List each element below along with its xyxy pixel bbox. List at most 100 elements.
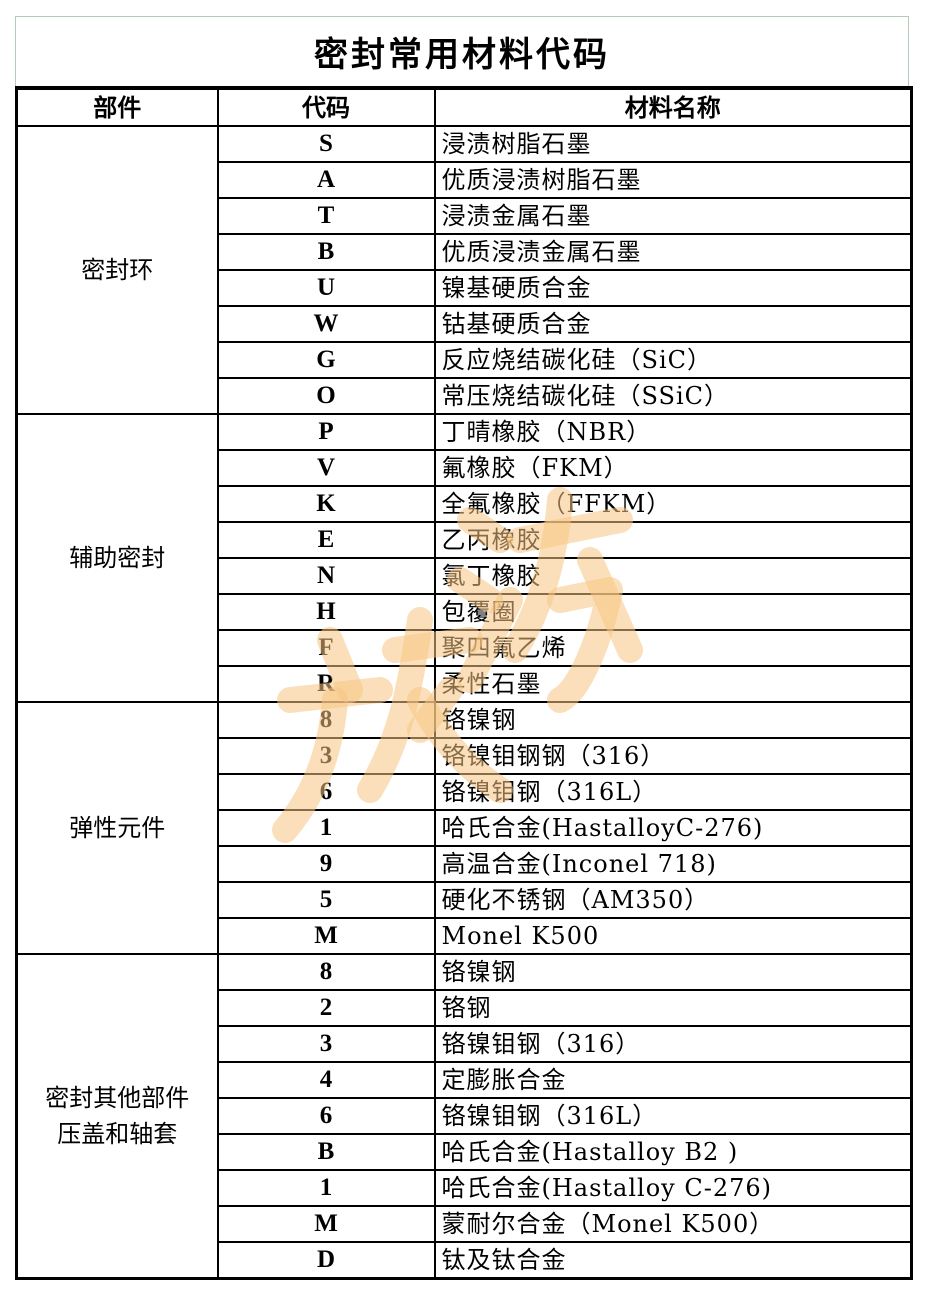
- code-cell: F: [216, 629, 436, 667]
- table-row: A 优质浸渍树脂石墨: [17, 161, 913, 199]
- code-cell: 4: [216, 1061, 436, 1099]
- table-row: 密封其他部件 压盖和轴套 8 铬镍钢: [15, 953, 913, 1280]
- table-row: V 氟橡胶（FKM）: [17, 449, 913, 487]
- material-name-cell: 铬镍钼钢（316）: [433, 1025, 913, 1063]
- table-row: B 哈氏合金(Hastalloy B2 ): [17, 1133, 913, 1171]
- material-name-cell: 铬钢: [433, 989, 913, 1027]
- table-row: M Monel K500: [17, 917, 913, 955]
- material-name-cell: 铬镍钢: [433, 701, 913, 739]
- code-cell: 6: [216, 773, 436, 811]
- material-name-cell: 丁晴橡胶（NBR）: [433, 413, 913, 451]
- material-name-cell: 乙丙橡胶: [433, 521, 913, 559]
- part-cell: 辅助密封: [15, 413, 219, 703]
- code-cell: 6: [216, 1097, 436, 1135]
- code-cell: G: [216, 341, 436, 379]
- part-cell: 密封其他部件 压盖和轴套: [15, 953, 219, 1280]
- code-cell: V: [216, 449, 436, 487]
- material-name-cell: 钴基硬质合金: [433, 305, 913, 343]
- table-row: 3 铬镍钼钢（316）: [17, 1025, 913, 1063]
- code-cell: 1: [216, 1169, 436, 1207]
- material-name-cell: 氯丁橡胶: [433, 557, 913, 595]
- header-row: 部件 代码 材料名称: [15, 86, 913, 127]
- code-cell: 8: [216, 953, 436, 991]
- table-row: 2 铬钢: [17, 989, 913, 1027]
- code-cell: M: [216, 917, 436, 955]
- material-name-cell: 优质浸渍树脂石墨: [433, 161, 913, 199]
- material-name-cell: 哈氏合金(Hastalloy B2 ): [433, 1133, 913, 1171]
- material-name-cell: 钛及钛合金: [433, 1241, 913, 1280]
- material-name-cell: 硬化不锈钢（AM350）: [433, 881, 913, 919]
- material-name-cell: 柔性石墨: [433, 665, 913, 703]
- material-name-cell: 铬镍钼钢（316L）: [433, 773, 913, 811]
- table-row: 1 哈氏合金(Hastalloy C-276): [17, 1169, 913, 1207]
- table-row: D 钛及钛合金: [17, 1241, 913, 1280]
- part-label-line1: 密封其他部件: [45, 1084, 190, 1112]
- code-cell: U: [216, 269, 436, 307]
- material-name-cell: 哈氏合金(HastalloyC-276): [433, 809, 913, 847]
- table-row: M 蒙耐尔合金（Monel K500）: [17, 1205, 913, 1243]
- material-name-cell: 氟橡胶（FKM）: [433, 449, 913, 487]
- material-name-cell: 浸渍金属石墨: [433, 197, 913, 235]
- material-name-cell: 高温合金(Inconel 718): [433, 845, 913, 883]
- material-name-cell: 铬镍钢: [433, 953, 913, 991]
- material-name-cell: 优质浸渍金属石墨: [433, 233, 913, 271]
- code-cell: 8: [216, 701, 436, 739]
- header-code: 代码: [216, 86, 436, 127]
- title-cell: 密封常用材料代码: [15, 16, 909, 86]
- table-row: 5 硬化不锈钢（AM350）: [17, 881, 913, 919]
- material-name-cell: Monel K500: [433, 917, 913, 955]
- code-cell: M: [216, 1205, 436, 1243]
- table-row: G 反应烧结碳化硅（SiC）: [17, 341, 913, 379]
- table-row: 密封环 S 浸渍树脂石墨: [15, 125, 913, 415]
- code-cell: 3: [216, 737, 436, 775]
- code-cell: 2: [216, 989, 436, 1027]
- material-name-cell: 铬镍钼钢钢（316）: [433, 737, 913, 775]
- material-name-cell: 浸渍树脂石墨: [433, 125, 913, 163]
- table-row: 9 高温合金(Inconel 718): [17, 845, 913, 883]
- table-row: 6 铬镍钼钢（316L）: [17, 1097, 913, 1135]
- code-cell: R: [216, 665, 436, 703]
- code-cell: D: [216, 1241, 436, 1280]
- table-row: 4 定膨胀合金: [17, 1061, 913, 1099]
- code-cell: 5: [216, 881, 436, 919]
- code-cell: T: [216, 197, 436, 235]
- table-row: T 浸渍金属石墨: [17, 197, 913, 235]
- material-name-cell: 反应烧结碳化硅（SiC）: [433, 341, 913, 379]
- table-row: 辅助密封 P 丁晴橡胶（NBR）: [15, 413, 913, 703]
- code-cell: A: [216, 161, 436, 199]
- table-row: B 优质浸渍金属石墨: [17, 233, 913, 271]
- material-name-cell: 镍基硬质合金: [433, 269, 913, 307]
- material-name-cell: 常压烧结碳化硅（SSiC）: [433, 377, 913, 415]
- code-cell: 9: [216, 845, 436, 883]
- code-cell: W: [216, 305, 436, 343]
- material-code-table: 部件 代码 材料名称 密封环 S 浸渍树脂石墨 A 优质浸渍树脂石墨 T 浸渍金属石墨 B 优质…: [15, 86, 913, 1280]
- code-cell: 3: [216, 1025, 436, 1063]
- table-row: W 钴基硬质合金: [17, 305, 913, 343]
- table-row: 弹性元件 8 铬镍钢: [15, 701, 913, 955]
- code-cell: B: [216, 233, 436, 271]
- part-cell: 弹性元件: [15, 701, 219, 955]
- material-name-cell: 铬镍钼钢（316L）: [433, 1097, 913, 1135]
- table-row: O 常压烧结碳化硅（SSiC）: [17, 377, 913, 415]
- code-cell: N: [216, 557, 436, 595]
- part-label-line2: 压盖和轴套: [57, 1120, 178, 1148]
- code-cell: E: [216, 521, 436, 559]
- code-cell: O: [216, 377, 436, 415]
- material-name-cell: 聚四氟乙烯: [433, 629, 913, 667]
- table-row: U 镍基硬质合金: [17, 269, 913, 307]
- code-cell: P: [216, 413, 436, 451]
- page-title: 密封常用材料代码: [314, 35, 610, 75]
- code-cell: B: [216, 1133, 436, 1171]
- code-cell: S: [216, 125, 436, 163]
- material-name-cell: 包覆圈: [433, 593, 913, 631]
- material-name-cell: 全氟橡胶（FFKM）: [433, 485, 913, 523]
- header-part: 部件: [15, 86, 219, 127]
- part-cell: 密封环: [15, 125, 219, 415]
- code-cell: H: [216, 593, 436, 631]
- code-cell: 1: [216, 809, 436, 847]
- header-name: 材料名称: [433, 86, 913, 127]
- material-name-cell: 定膨胀合金: [433, 1061, 913, 1099]
- material-name-cell: 哈氏合金(Hastalloy C-276): [433, 1169, 913, 1207]
- code-cell: K: [216, 485, 436, 523]
- material-name-cell: 蒙耐尔合金（Monel K500）: [433, 1205, 913, 1243]
